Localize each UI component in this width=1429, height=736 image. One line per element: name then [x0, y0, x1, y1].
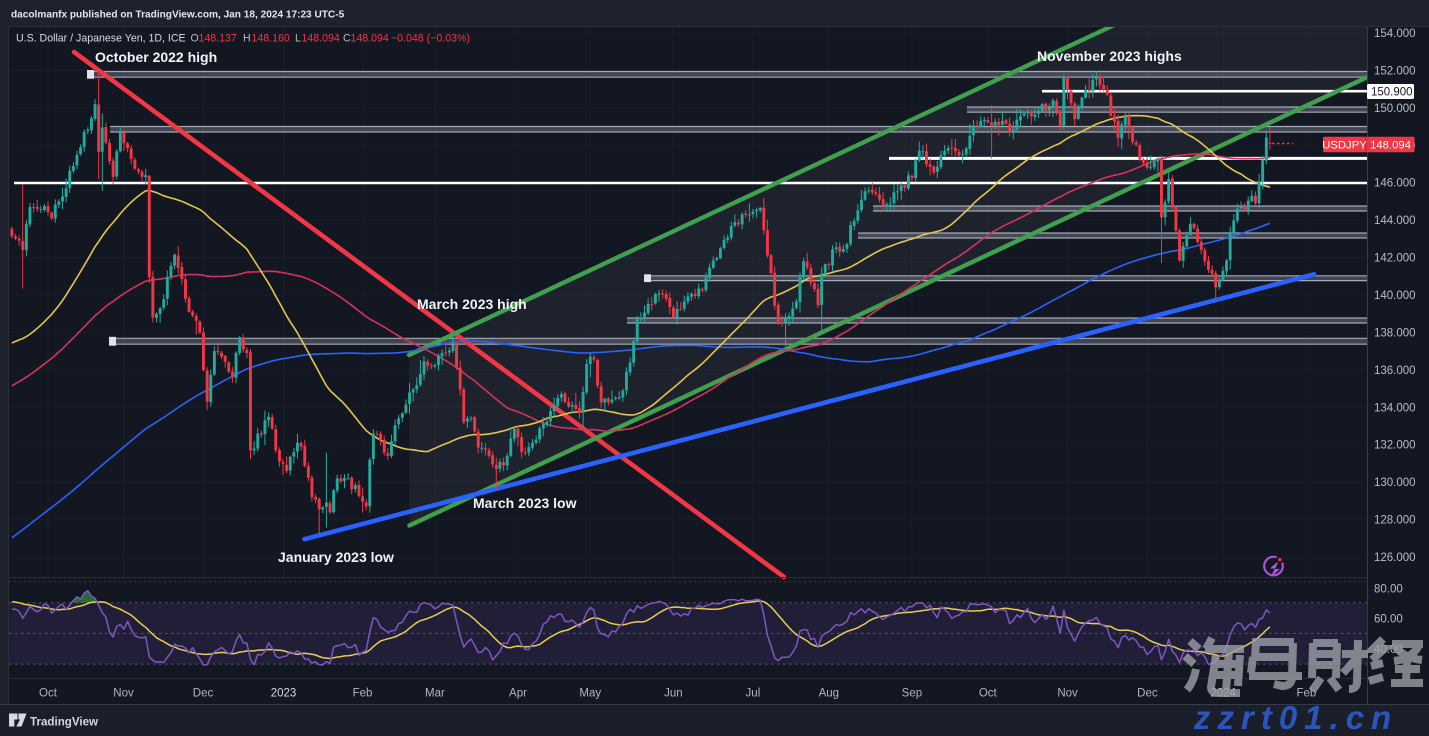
svg-text:dacolmanfx published on Tradin: dacolmanfx published on TradingView.com,… [11, 10, 345, 21]
svg-text:144.000: 144.000 [1374, 215, 1416, 227]
svg-text:128.000: 128.000 [1374, 515, 1416, 527]
svg-text:150.900: 150.900 [1371, 87, 1413, 99]
svg-text:80.00: 80.00 [1374, 583, 1403, 595]
svg-text:132.000: 132.000 [1374, 440, 1416, 452]
svg-text:October 2022 high: October 2022 high [95, 49, 217, 65]
svg-text:Dec: Dec [1137, 688, 1158, 700]
svg-text:136.000: 136.000 [1374, 365, 1416, 377]
svg-text:2023: 2023 [271, 688, 297, 700]
svg-text:126.000: 126.000 [1374, 552, 1416, 564]
svg-text:142.000: 142.000 [1374, 253, 1416, 265]
svg-text:H: H [243, 33, 251, 45]
svg-text:zzrt01.cn: zzrt01.cn [1193, 699, 1398, 736]
svg-text:USDJPY: USDJPY [1322, 140, 1367, 152]
svg-text:Jul: Jul [746, 688, 761, 700]
svg-text:130.000: 130.000 [1374, 477, 1416, 489]
svg-text:O: O [191, 33, 199, 45]
svg-text:146.000: 146.000 [1374, 178, 1416, 190]
svg-text:Oct: Oct [39, 688, 58, 700]
svg-text:January 2023 low: January 2023 low [278, 549, 394, 565]
svg-text:November 2023 highs: November 2023 highs [1037, 48, 1182, 64]
svg-text:148.094: 148.094 [351, 33, 389, 45]
svg-text:L: L [295, 33, 301, 45]
svg-text:148.160: 148.160 [252, 33, 290, 45]
svg-text:148.094: 148.094 [302, 33, 340, 45]
svg-text:March 2023 low: March 2023 low [473, 495, 577, 511]
svg-text:138.000: 138.000 [1374, 327, 1416, 339]
svg-text:150.000: 150.000 [1374, 103, 1416, 115]
svg-text:Nov: Nov [1057, 688, 1078, 700]
svg-text:140.000: 140.000 [1374, 290, 1416, 302]
svg-text:134.000: 134.000 [1374, 402, 1416, 414]
svg-text:152.000: 152.000 [1374, 65, 1416, 77]
svg-text:U.S. Dollar / Japanese Yen, 1D: U.S. Dollar / Japanese Yen, 1D, ICE [16, 33, 186, 45]
svg-text:Sep: Sep [902, 688, 922, 700]
svg-text:Mar: Mar [425, 688, 445, 700]
svg-text:Feb: Feb [353, 688, 373, 700]
svg-text:154.000: 154.000 [1374, 28, 1416, 40]
svg-text:148.094: 148.094 [1370, 140, 1411, 152]
svg-text:Apr: Apr [509, 688, 527, 700]
svg-text:Nov: Nov [113, 688, 134, 700]
svg-text:60.00: 60.00 [1374, 614, 1403, 626]
svg-text:C: C [343, 33, 351, 45]
svg-text:May: May [579, 688, 601, 700]
svg-text:Dec: Dec [193, 688, 214, 700]
svg-text:Jun: Jun [664, 688, 683, 700]
svg-text:148.137: 148.137 [199, 33, 237, 45]
svg-text:−0.048 (−0.03%): −0.048 (−0.03%) [391, 33, 470, 45]
svg-text:TradingView: TradingView [30, 716, 99, 729]
svg-text:Aug: Aug [819, 688, 839, 700]
svg-text:Oct: Oct [979, 688, 998, 700]
svg-text:March 2023 high: March 2023 high [417, 296, 527, 312]
